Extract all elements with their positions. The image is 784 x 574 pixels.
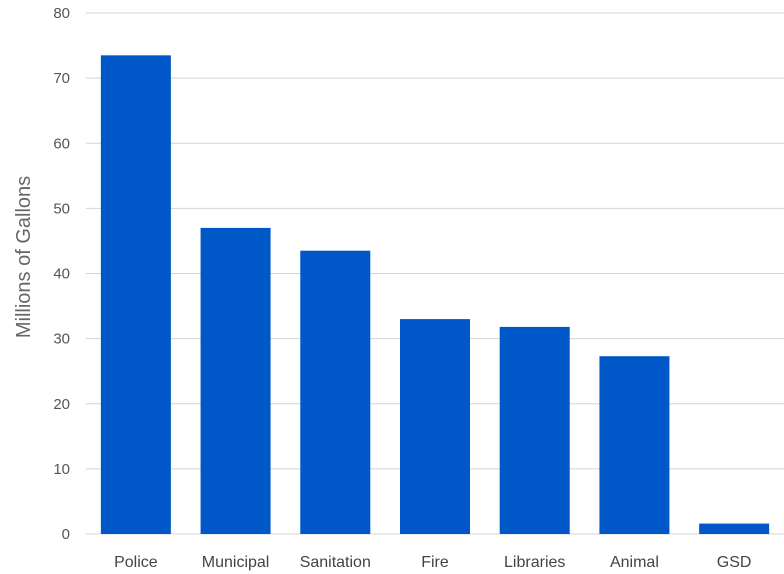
x-tick-label: Libraries [504, 554, 565, 571]
y-tick-label: 70 [53, 70, 70, 87]
y-tick-label: 50 [53, 200, 70, 217]
bar-gsd [699, 523, 770, 534]
bar-libraries [499, 326, 570, 534]
y-axis-title: Millions of Gallons [13, 176, 35, 338]
bars [100, 55, 770, 535]
y-tick-label: 40 [53, 266, 70, 283]
x-tick-label: Fire [421, 554, 449, 571]
x-axis-labels: Police Municipal Sanitation Fire Libraries An… [114, 554, 751, 571]
bar-sanitation [300, 250, 371, 535]
x-tick-label: Municipal [202, 554, 270, 571]
y-axis-ticks: 0 10 20 30 40 50 60 70 80 [53, 5, 70, 543]
y-tick-label: 60 [53, 135, 70, 152]
bar-municipal [200, 227, 271, 534]
x-tick-label: Police [114, 554, 158, 571]
y-tick-label: 0 [62, 526, 70, 543]
bar-police [100, 55, 171, 535]
x-tick-label: GSD [717, 554, 752, 571]
x-tick-label: Sanitation [300, 554, 371, 571]
x-tick-label: Animal [610, 554, 659, 571]
y-tick-label: 10 [53, 461, 70, 478]
y-tick-label: 30 [53, 331, 70, 348]
bar-animal [599, 356, 670, 534]
bar-fire [400, 319, 470, 534]
y-tick-label: 80 [53, 5, 70, 22]
y-tick-label: 20 [53, 396, 70, 413]
